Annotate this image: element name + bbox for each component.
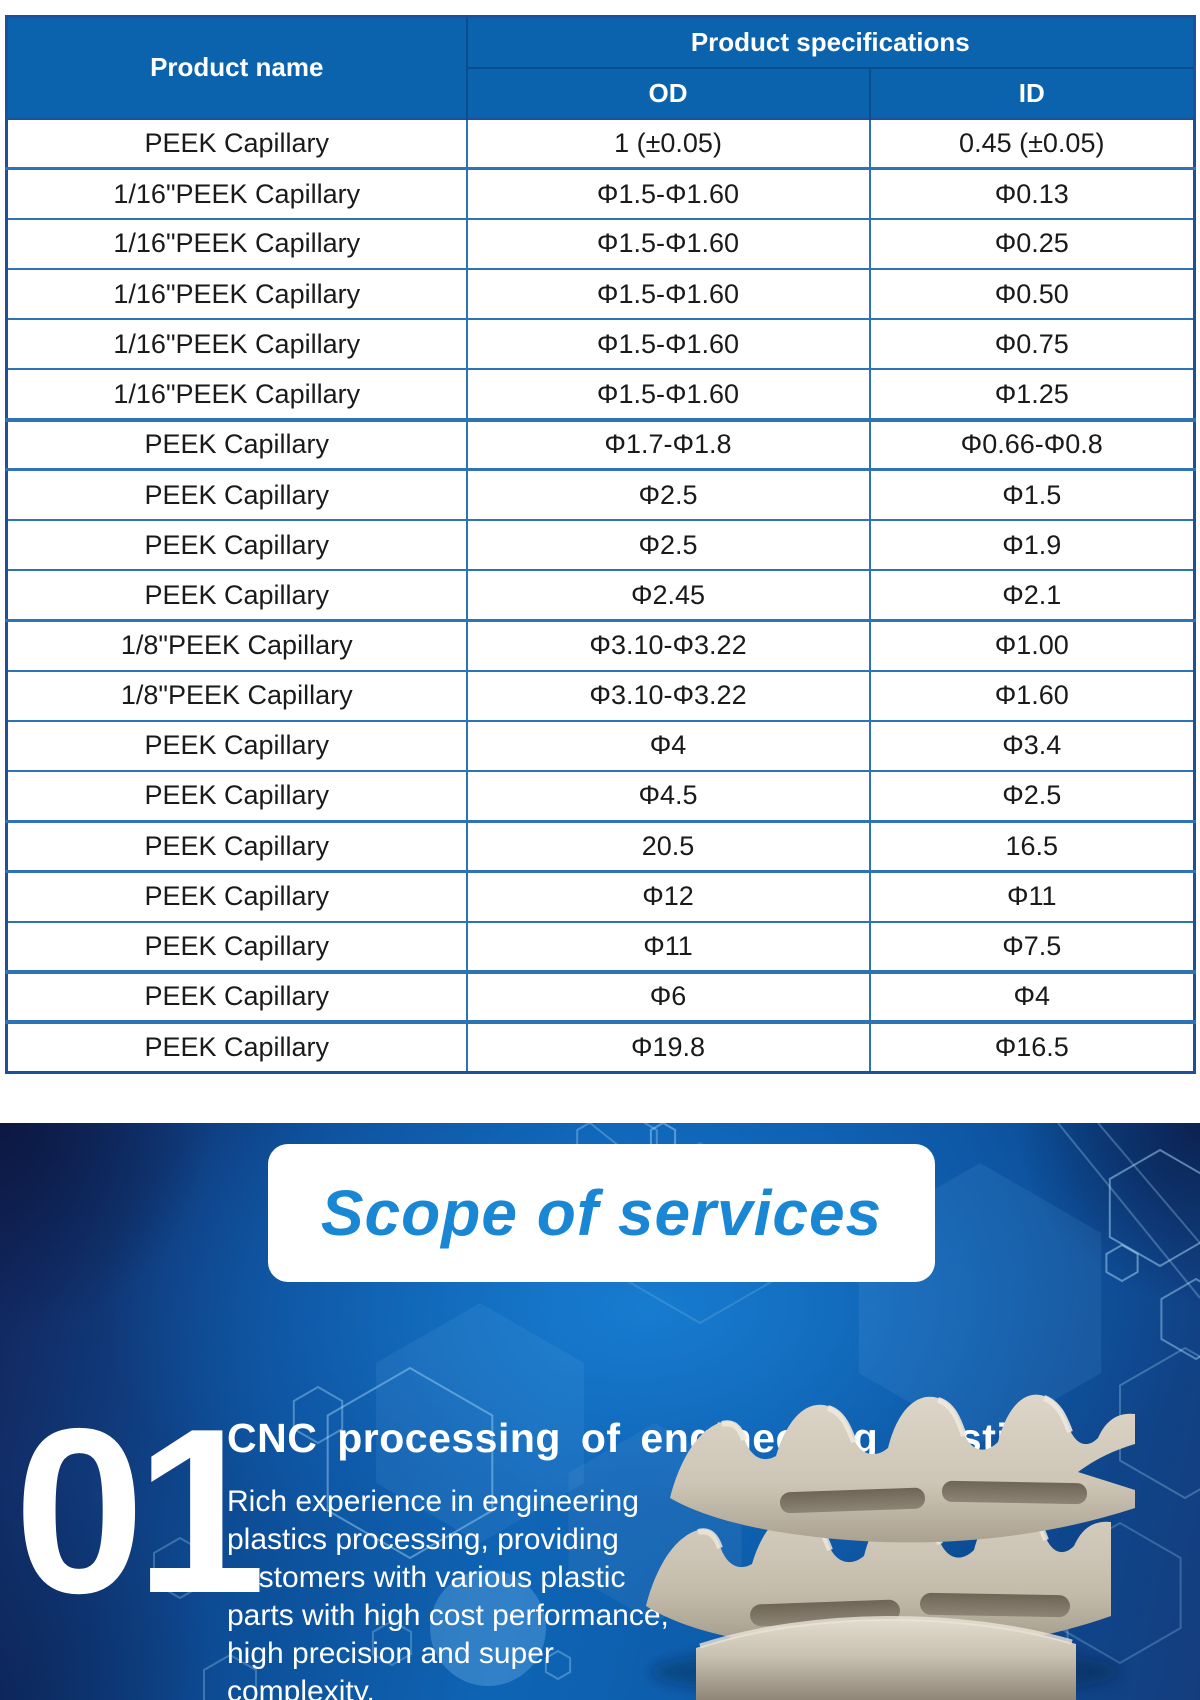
spec-cell-name: PEEK Capillary: [6, 418, 468, 472]
spec-cell-id: Φ1.60: [869, 669, 1195, 721]
spec-cell-od: 20.5: [466, 820, 871, 873]
spec-cell-od: Φ4: [466, 719, 871, 771]
spec-cell-od: Φ3.10-Φ3.22: [466, 669, 871, 721]
spec-cell-name: PEEK Capillary: [6, 920, 468, 974]
spec-cell-name: 1/16"PEEK Capillary: [6, 368, 468, 422]
spec-table-row: PEEK Capillary Φ2.5 Φ1.9: [6, 518, 1195, 571]
spec-cell-name: 1/16"PEEK Capillary: [6, 167, 468, 219]
scope-of-services-box: Scope of services: [268, 1144, 935, 1282]
spec-table-row: PEEK Capillary Φ2.45 Φ2.1: [6, 569, 1195, 622]
spec-cell-od: Φ1.5-Φ1.60: [466, 268, 871, 320]
spec-cell-id: Φ4: [869, 970, 1195, 1024]
spec-cell-id: Φ0.75: [869, 318, 1195, 370]
spec-cell-name: 1/8"PEEK Capillary: [6, 669, 468, 721]
spec-cell-name: PEEK Capillary: [6, 719, 468, 771]
spec-cell-id: Φ0.66-Φ0.8: [869, 418, 1195, 472]
col-header-product-name: Product name: [6, 16, 468, 119]
spec-cell-id: Φ1.5: [869, 468, 1195, 520]
services-section: Scope of services 01 CNC processing of e…: [0, 1123, 1200, 1700]
service-item-number: 01: [14, 1379, 266, 1642]
spec-table-row: 1/16"PEEK Capillary Φ1.5-Φ1.60 Φ0.75: [6, 318, 1195, 370]
spec-cell-name: PEEK Capillary: [6, 117, 468, 171]
spec-cell-od: Φ1.5-Φ1.60: [466, 368, 871, 422]
service-item-description: Rich experience in engineering plastics …: [227, 1485, 669, 1700]
spec-cell-id: Φ2.5: [869, 769, 1195, 823]
spec-cell-od: Φ2.5: [466, 518, 871, 571]
spec-table-row: PEEK Capillary Φ2.5 Φ1.5: [6, 468, 1195, 520]
spec-table-row: 1/16"PEEK Capillary Φ1.5-Φ1.60 Φ0.50: [6, 268, 1195, 320]
spec-table-row: PEEK Capillary Φ4 Φ3.4: [6, 719, 1195, 771]
spec-cell-id: Φ1.9: [869, 518, 1195, 571]
spec-cell-id: Φ2.1: [869, 569, 1195, 622]
spec-table-row: PEEK Capillary 1 (±0.05) 0.45 (±0.05): [6, 117, 1195, 171]
spec-table-body: PEEK Capillary 1 (±0.05) 0.45 (±0.05) 1/16"…: [6, 117, 1195, 1073]
spec-cell-id: Φ0.50: [869, 268, 1195, 320]
spec-table-row: 1/8"PEEK Capillary Φ3.10-Φ3.22 Φ1.00: [6, 619, 1195, 671]
spec-cell-name: PEEK Capillary: [6, 769, 468, 823]
col-header-id: ID: [869, 67, 1195, 119]
spec-cell-id: Φ11: [869, 870, 1195, 922]
col-header-product-specifications: Product specifications: [466, 16, 1195, 69]
spec-table-row: 1/16"PEEK Capillary Φ1.5-Φ1.60 Φ1.25: [6, 368, 1195, 422]
spec-cell-od: Φ11: [466, 920, 871, 974]
spec-cell-name: PEEK Capillary: [6, 970, 468, 1024]
spec-cell-od: Φ6: [466, 970, 871, 1024]
spec-cell-name: PEEK Capillary: [6, 1020, 468, 1073]
spec-cell-id: Φ1.00: [869, 619, 1195, 671]
spec-cell-id: Φ16.5: [869, 1020, 1195, 1073]
spec-table-row: PEEK Capillary Φ11 Φ7.5: [6, 920, 1195, 974]
spec-cell-od: Φ1.5-Φ1.60: [466, 318, 871, 370]
spec-cell-id: Φ0.25: [869, 217, 1195, 270]
spec-cell-name: PEEK Capillary: [6, 518, 468, 571]
spec-cell-od: Φ4.5: [466, 769, 871, 823]
spec-cell-od: Φ19.8: [466, 1020, 871, 1073]
spec-cell-id: Φ1.25: [869, 368, 1195, 422]
spec-cell-od: Φ2.45: [466, 569, 871, 622]
spec-cell-id: 0.45 (±0.05): [869, 117, 1195, 171]
spec-table-row: PEEK Capillary 20.5 16.5: [6, 820, 1195, 873]
machined-plastic-part-image: [646, 1394, 1135, 1700]
spec-cell-id: 16.5: [869, 820, 1195, 873]
spec-table-row: PEEK Capillary Φ12 Φ11: [6, 870, 1195, 922]
spec-cell-od: Φ3.10-Φ3.22: [466, 619, 871, 671]
spec-table-row: PEEK Capillary Φ4.5 Φ2.5: [6, 769, 1195, 823]
spec-cell-name: PEEK Capillary: [6, 468, 468, 520]
spec-cell-od: Φ12: [466, 870, 871, 922]
spec-cell-od: Φ1.5-Φ1.60: [466, 167, 871, 219]
spec-cell-name: 1/16"PEEK Capillary: [6, 268, 468, 320]
spec-cell-name: 1/16"PEEK Capillary: [6, 217, 468, 270]
spec-table-header: Product name Product specifications OD I…: [6, 16, 1195, 119]
spec-cell-od: Φ1.7-Φ1.8: [466, 418, 871, 472]
spec-cell-od: Φ1.5-Φ1.60: [466, 217, 871, 270]
spec-table-row: 1/16"PEEK Capillary Φ1.5-Φ1.60 Φ0.13: [6, 167, 1195, 219]
spec-table-row: 1/8"PEEK Capillary Φ3.10-Φ3.22 Φ1.60: [6, 669, 1195, 721]
spec-cell-id: Φ0.13: [869, 167, 1195, 219]
spec-cell-name: PEEK Capillary: [6, 569, 468, 622]
spec-table-row: PEEK Capillary Φ19.8 Φ16.5: [6, 1020, 1195, 1073]
spec-cell-name: 1/8"PEEK Capillary: [6, 619, 468, 671]
spec-cell-name: PEEK Capillary: [6, 870, 468, 922]
spec-cell-id: Φ7.5: [869, 920, 1195, 974]
spec-cell-od: 1 (±0.05): [466, 117, 871, 171]
spec-table-row: 1/16"PEEK Capillary Φ1.5-Φ1.60 Φ0.25: [6, 217, 1195, 270]
col-header-od: OD: [466, 67, 871, 119]
section-title: Scope of services: [320, 1177, 883, 1249]
spec-cell-od: Φ2.5: [466, 468, 871, 520]
spec-table-row: PEEK Capillary Φ6 Φ4: [6, 970, 1195, 1024]
product-spec-table: Product name Product specifications OD I…: [5, 15, 1196, 1074]
spec-cell-name: 1/16"PEEK Capillary: [6, 318, 468, 370]
spec-table-row: PEEK Capillary Φ1.7-Φ1.8 Φ0.66-Φ0.8: [6, 418, 1195, 472]
spec-cell-name: PEEK Capillary: [6, 820, 468, 873]
spec-cell-id: Φ3.4: [869, 719, 1195, 771]
